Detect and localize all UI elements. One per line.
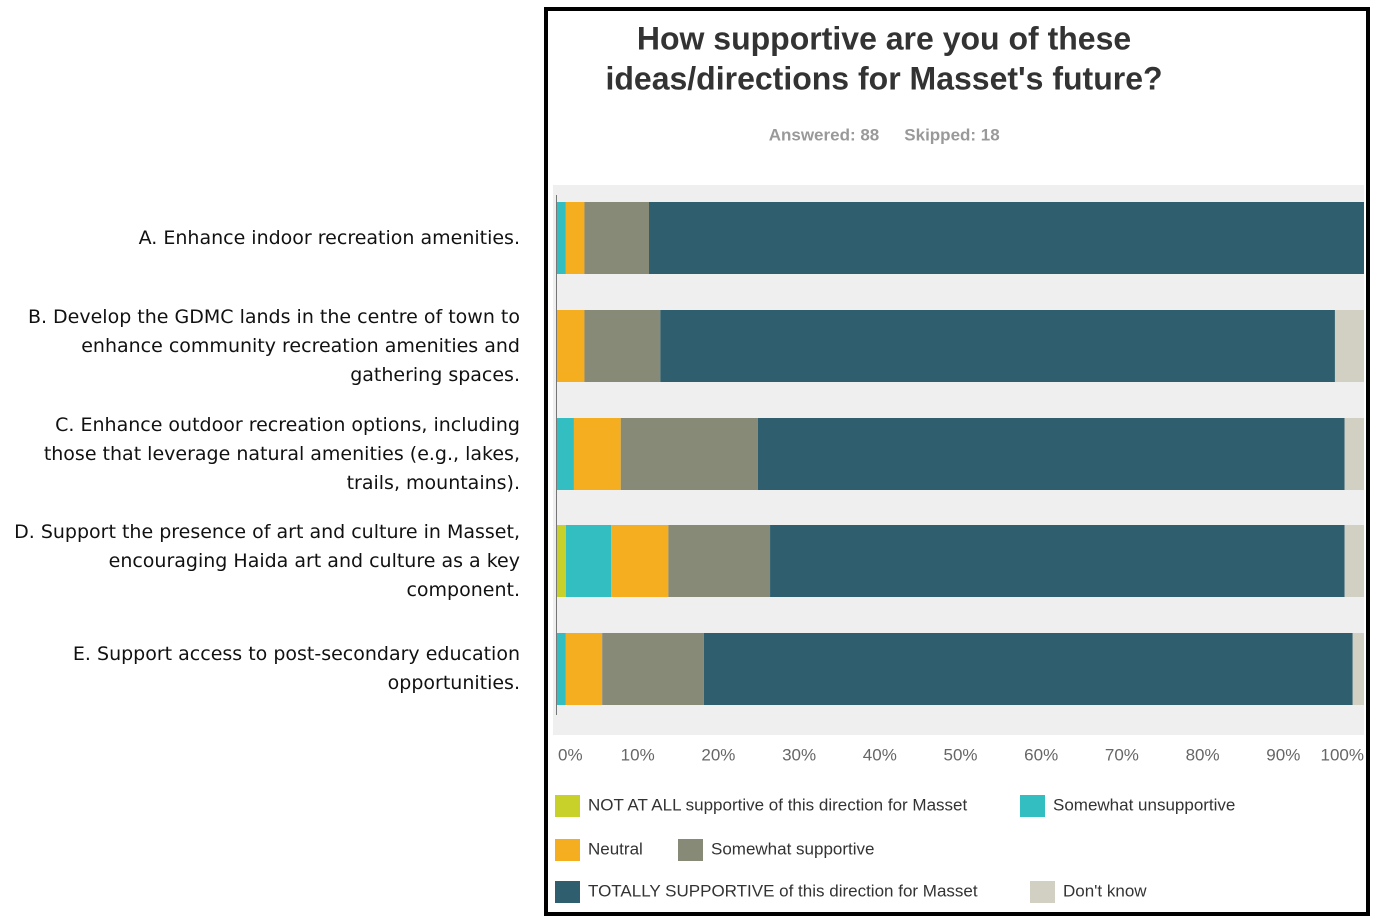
legend-swatch [1030,881,1055,903]
x-tick-label: 20% [701,745,735,764]
x-tick-label: 50% [943,745,977,764]
bar-segment [770,525,1345,597]
legend-swatch [555,881,580,903]
x-tick-label: 90% [1266,745,1300,764]
x-tick-label: 10% [621,745,655,764]
x-tick-label: 0% [558,745,583,764]
bar-segment [620,418,758,490]
legend-swatch [555,795,580,817]
bar-segment [1344,418,1364,490]
subtitle: Skipped: 18 [904,125,999,144]
bar-segment [557,633,566,705]
bar-segment [611,525,669,597]
subtitle: Answered: 88 [769,125,880,144]
x-tick-label: 100% [1321,745,1364,764]
category-label: B. Develop the GDMC lands in the centre … [27,305,520,386]
legend-label: Somewhat supportive [711,839,874,858]
bar-segment [573,418,621,490]
legend-swatch [555,839,580,861]
category-label: E. Support access to post-secondary educ… [72,643,520,694]
category-label: C. Enhance outdoor recreation options, i… [43,413,520,494]
bar-segment [557,525,566,597]
legend-label: TOTALLY SUPPORTIVE of this direction for… [588,881,978,900]
bar-segment [1334,310,1364,382]
legend-label: NOT AT ALL supportive of this direction … [588,795,967,814]
bar-segment [565,202,585,274]
legend-label: Don't know [1063,881,1147,900]
bar-segment [557,310,585,382]
bar-segment [557,418,574,490]
legend-swatch [1020,795,1045,817]
bar-segment [602,633,704,705]
bar-segment [648,202,1364,274]
chart-title: How supportive are you of these [637,20,1131,56]
category-label: A. Enhance indoor recreation amenities. [138,226,520,249]
x-tick-label: 70% [1105,745,1139,764]
bar-segment [1344,525,1364,597]
x-tick-label: 80% [1186,745,1220,764]
bar-segment [668,525,771,597]
bar-segment [660,310,1335,382]
legend-label: Neutral [588,839,643,858]
x-tick-label: 60% [1024,745,1058,764]
bar-segment [565,633,603,705]
x-tick-label: 30% [782,745,816,764]
bar-segment [584,310,661,382]
bar-segment [565,525,612,597]
x-tick-label: 40% [863,745,897,764]
bar-segment [557,202,566,274]
category-label: D. Support the presence of art and cultu… [14,520,520,601]
bar-segment [584,202,649,274]
bar-segment [757,418,1345,490]
legend-label: Somewhat unsupportive [1053,795,1235,814]
chart-title: ideas/directions for Masset's future? [605,60,1162,96]
bar-segment [703,633,1353,705]
bar-segment [1352,633,1364,705]
legend-swatch [678,839,703,861]
